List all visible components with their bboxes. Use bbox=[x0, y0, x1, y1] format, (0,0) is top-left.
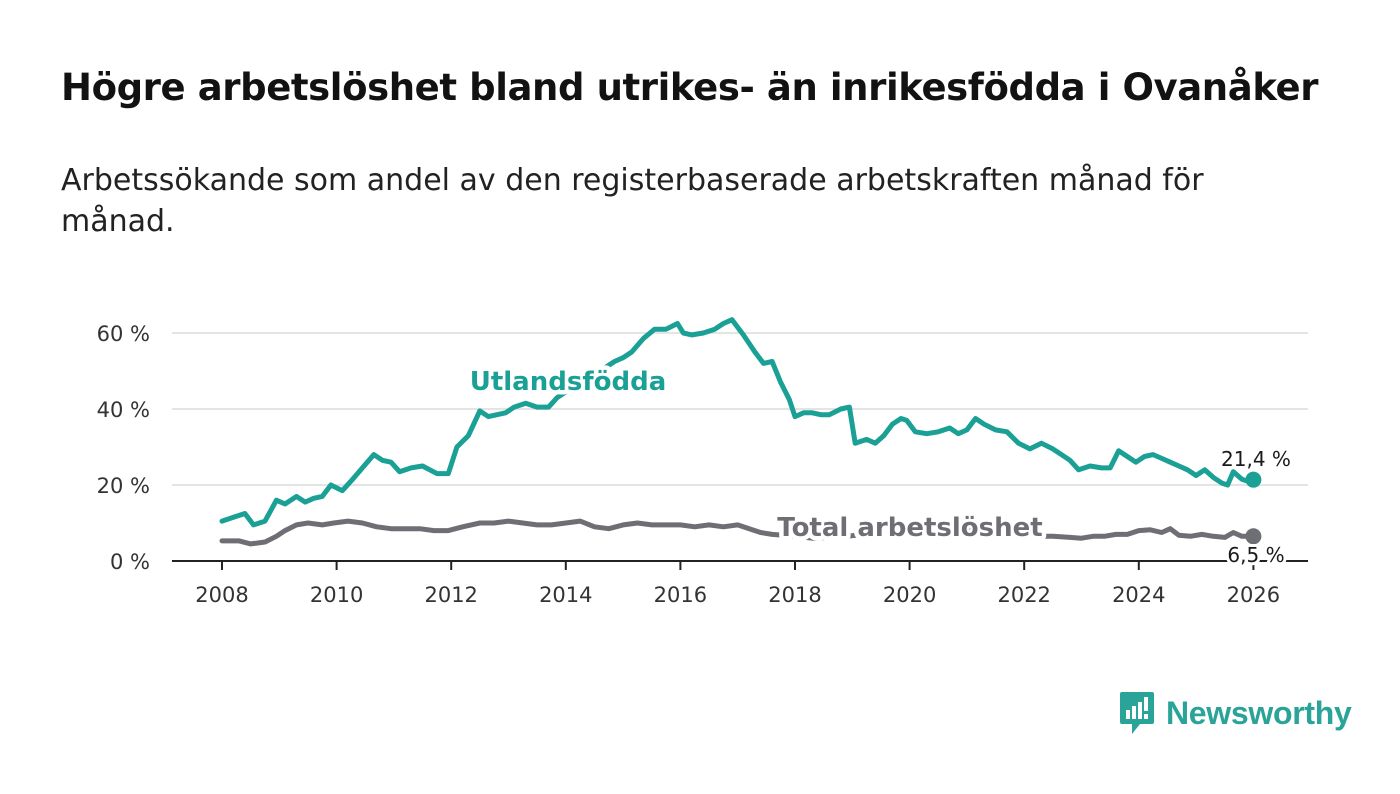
x-tick-label: 2012 bbox=[424, 583, 477, 607]
line-chart: 0 % 20 % 40 % 60 % 2008 2010 2012 2014 2016 2018 2… bbox=[97, 317, 1308, 607]
end-value-label-utlandsfodda: 21,4 % bbox=[1221, 447, 1291, 471]
x-tick-label: 2026 bbox=[1227, 583, 1280, 607]
series-label-halo: Utlandsfödda bbox=[470, 367, 667, 397]
series-line-total-arbetsloshet bbox=[219, 518, 1256, 547]
y-tick-label: 0 % bbox=[110, 550, 150, 574]
y-tick-label: 40 % bbox=[97, 398, 150, 422]
chart-subtitle: Arbetssökande som andel av den registerb… bbox=[61, 163, 1204, 239]
series-line-utlandsfodda bbox=[219, 317, 1256, 528]
x-tick-label: 2024 bbox=[1112, 583, 1165, 607]
end-point-utlandsfodda bbox=[1245, 471, 1262, 488]
x-tick-label: 2008 bbox=[195, 583, 248, 607]
end-label-halo: 6,5 % bbox=[1227, 543, 1284, 567]
series-label-utlandsfodda: Utlandsfödda bbox=[470, 367, 667, 397]
x-tick-label: 2018 bbox=[768, 583, 821, 607]
end-label-halo: 21,4 % bbox=[1221, 447, 1291, 471]
x-tick-label: 2010 bbox=[310, 583, 363, 607]
bar-chart-speech-bubble-icon bbox=[1120, 692, 1154, 734]
y-tick-label: 20 % bbox=[97, 474, 150, 498]
series-label-halo: Total arbetslöshet bbox=[777, 513, 1042, 543]
x-tick-label: 2016 bbox=[654, 583, 707, 607]
end-point-total-arbetsloshet bbox=[1245, 528, 1262, 545]
brand-name: Newsworthy bbox=[1166, 694, 1352, 731]
x-tick-label: 2014 bbox=[539, 583, 592, 607]
y-tick-label: 60 % bbox=[97, 322, 150, 346]
x-tick-label: 2022 bbox=[997, 583, 1050, 607]
chart-title: Högre arbetslöshet bland utrikes- än inr… bbox=[61, 66, 1319, 109]
newsworthy-logo: Newsworthy bbox=[1118, 690, 1352, 736]
series-label-total-arbetsloshet: Total arbetslöshet bbox=[777, 513, 1042, 543]
x-tick-label: 2020 bbox=[883, 583, 936, 607]
end-value-label-total-arbetsloshet: 6,5 % bbox=[1227, 543, 1284, 567]
